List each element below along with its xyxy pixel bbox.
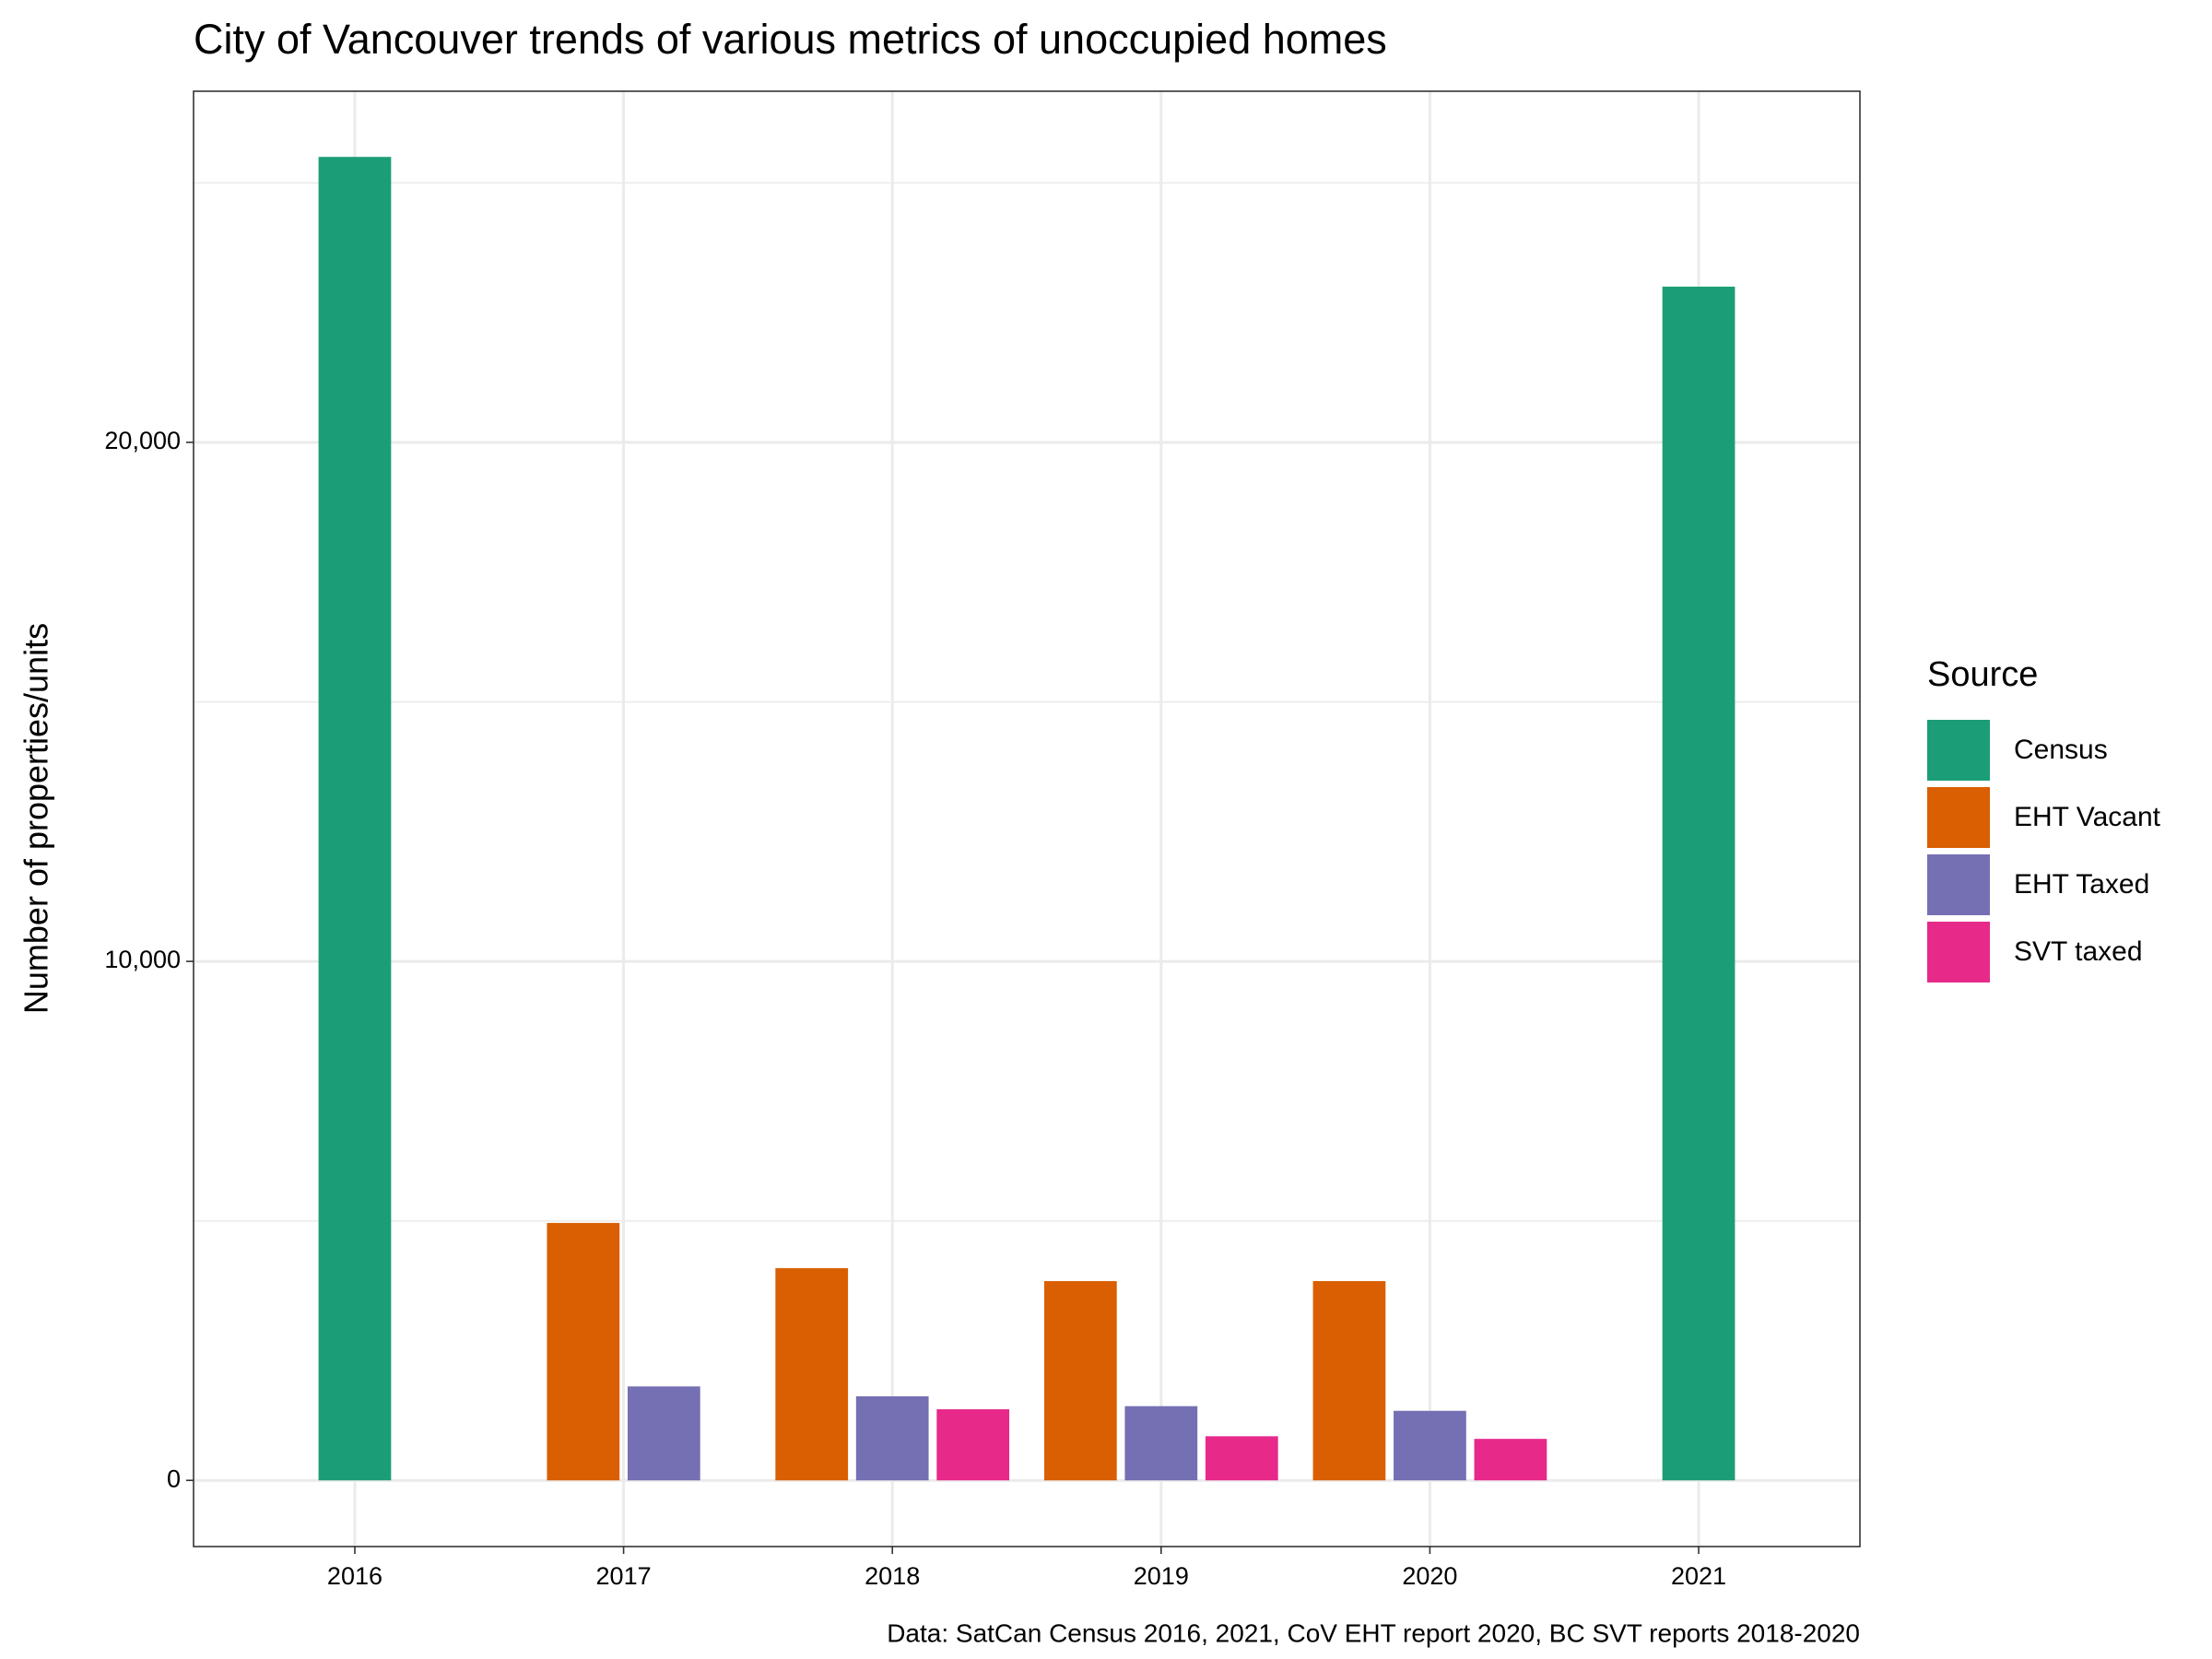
bar	[775, 1267, 849, 1481]
bar	[547, 1222, 620, 1481]
bar	[1124, 1406, 1198, 1481]
x-tick-label: 2019	[1134, 1562, 1189, 1590]
x-tick-label: 2018	[865, 1562, 920, 1590]
legend-key	[1927, 720, 1990, 781]
y-tick-label: 0	[167, 1465, 181, 1492]
bar	[627, 1386, 700, 1481]
legend-label: SVT taxed	[2014, 936, 2143, 967]
legend-title: Source	[1927, 655, 2038, 694]
legend-label: EHT Vacant	[2014, 802, 2161, 832]
legend-label: EHT Taxed	[2014, 869, 2149, 900]
x-tick-label: 2021	[1671, 1562, 1726, 1590]
bar	[1662, 287, 1735, 1481]
legend-key	[1927, 787, 1990, 848]
bar	[318, 157, 392, 1481]
bar	[1312, 1280, 1386, 1481]
legend-key	[1927, 854, 1990, 915]
bar	[1043, 1280, 1117, 1481]
chart-title: City of Vancouver trends of various metr…	[194, 16, 1387, 63]
bar	[1394, 1410, 1466, 1481]
bar	[855, 1395, 929, 1481]
x-tick-label: 2017	[596, 1562, 652, 1590]
caption: Data: SatCan Census 2016, 2021, CoV EHT …	[887, 1618, 1860, 1647]
plot-border	[193, 90, 1861, 1547]
bar	[1474, 1439, 1547, 1481]
bar	[936, 1409, 1010, 1481]
x-tick-label: 2016	[327, 1562, 382, 1590]
x-tick-label: 2020	[1402, 1562, 1457, 1590]
legend-key	[1927, 922, 1990, 982]
y-tick-label: 10,000	[104, 946, 181, 973]
y-axis-title: Number of properties/units	[18, 623, 55, 1014]
y-tick-label: 20,000	[104, 427, 181, 454]
legend-label: Census	[2014, 735, 2108, 765]
bar	[1205, 1436, 1278, 1481]
